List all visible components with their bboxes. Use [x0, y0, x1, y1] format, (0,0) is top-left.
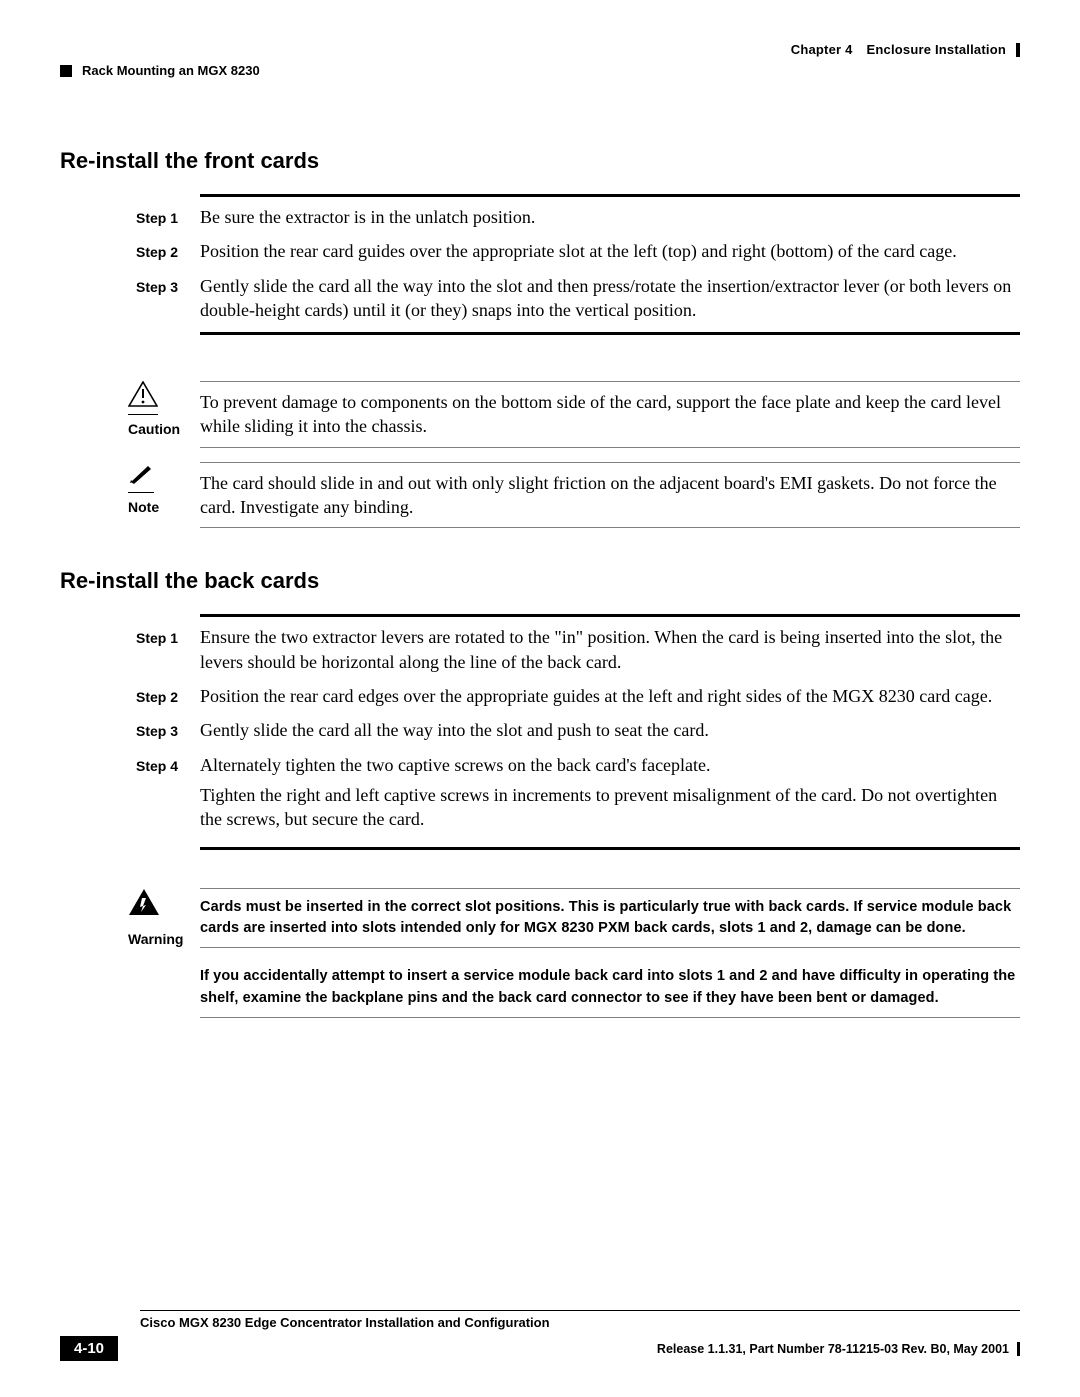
step4-line2: Tighten the right and left captive screw…	[200, 783, 1020, 832]
section2-rule-bottom	[200, 847, 1020, 850]
step-row: Step 4 Alternately tighten the two capti…	[136, 753, 1020, 838]
step-text: Gently slide the card all the way into t…	[200, 718, 1020, 742]
warning-icon-col: Warning	[128, 888, 200, 947]
chapter-title: Enclosure Installation	[867, 42, 1007, 57]
note-text: The card should slide in and out with on…	[200, 471, 1020, 520]
page: Chapter 4 Enclosure Installation Rack Mo…	[0, 0, 1080, 1397]
step-label: Step 3	[136, 279, 200, 295]
step-text: Position the rear card edges over the ap…	[200, 684, 1020, 708]
caution-body: To prevent damage to components on the b…	[200, 381, 1020, 448]
warning-text-1: Cards must be inserted in the correct sl…	[200, 897, 1020, 939]
caution-icon	[128, 381, 158, 415]
note-block: Note The card should slide in and out wi…	[128, 462, 1020, 529]
section2-title: Re-install the back cards	[60, 568, 1020, 594]
note-rule-bottom	[200, 527, 1020, 528]
caution-rule-bottom	[200, 447, 1020, 448]
warning-rule-mid	[200, 947, 1020, 948]
step-row: Step 3 Gently slide the card all the way…	[136, 274, 1020, 323]
step-row: Step 1 Be sure the extractor is in the u…	[136, 205, 1020, 229]
step-label: Step 2	[136, 689, 200, 705]
breadcrumb-row: Rack Mounting an MGX 8230	[60, 63, 1020, 78]
caution-icon-col: Caution	[128, 381, 200, 437]
step-label: Step 3	[136, 723, 200, 739]
step4-line1: Alternately tighten the two captive scre…	[200, 753, 1020, 777]
step-text: Gently slide the card all the way into t…	[200, 274, 1020, 323]
chapter-label: Chapter 4	[791, 42, 853, 57]
caution-label: Caution	[128, 421, 180, 437]
page-number-badge: 4-10	[60, 1336, 118, 1361]
footer-tick-icon	[1017, 1342, 1020, 1356]
warning-label: Warning	[128, 931, 183, 947]
warning-text-2: If you accidentally attempt to insert a …	[200, 966, 1020, 1008]
warning-block: Warning Cards must be inserted in the co…	[128, 888, 1020, 1017]
caution-rule-top	[200, 381, 1020, 382]
note-icon	[128, 462, 154, 493]
section1-rule	[200, 194, 1020, 197]
warning-rule-bottom	[200, 1017, 1020, 1018]
footer-release: Release 1.1.31, Part Number 78-11215-03 …	[657, 1342, 1009, 1356]
step-text: Be sure the extractor is in the unlatch …	[200, 205, 1020, 229]
section1-title: Re-install the front cards	[60, 148, 1020, 174]
step-label: Step 2	[136, 244, 200, 260]
note-body: The card should slide in and out with on…	[200, 462, 1020, 529]
section1-rule-bottom	[200, 332, 1020, 335]
header-row: Chapter 4 Enclosure Installation	[60, 42, 1020, 57]
caution-text: To prevent damage to components on the b…	[200, 390, 1020, 439]
warning-body: Cards must be inserted in the correct sl…	[200, 888, 1020, 1017]
step-row: Step 2 Position the rear card edges over…	[136, 684, 1020, 708]
caution-block: Caution To prevent damage to components …	[128, 381, 1020, 448]
header-bar-icon	[1016, 43, 1020, 57]
footer: Cisco MGX 8230 Edge Concentrator Install…	[60, 1310, 1020, 1362]
step-text: Alternately tighten the two captive scre…	[200, 753, 1020, 838]
step-row: Step 2 Position the rear card guides ove…	[136, 239, 1020, 263]
note-icon-col: Note	[128, 462, 200, 515]
breadcrumb-text: Rack Mounting an MGX 8230	[82, 63, 260, 78]
step-row: Step 3 Gently slide the card all the way…	[136, 718, 1020, 742]
note-label: Note	[128, 499, 159, 515]
step-label: Step 4	[136, 758, 200, 774]
step-label: Step 1	[136, 210, 200, 226]
section2-rule	[200, 614, 1020, 617]
step-text: Ensure the two extractor levers are rota…	[200, 625, 1020, 674]
footer-doc-title: Cisco MGX 8230 Edge Concentrator Install…	[140, 1315, 1020, 1330]
warning-rule-top	[200, 888, 1020, 889]
note-rule-top	[200, 462, 1020, 463]
footer-bottom-row: 4-10 Release 1.1.31, Part Number 78-1121…	[60, 1336, 1020, 1361]
step-row: Step 1 Ensure the two extractor levers a…	[136, 625, 1020, 674]
step-text: Position the rear card guides over the a…	[200, 239, 1020, 263]
footer-rule	[140, 1310, 1020, 1312]
warning-icon	[128, 888, 160, 921]
breadcrumb-square-icon	[60, 65, 72, 77]
step-label: Step 1	[136, 630, 200, 646]
